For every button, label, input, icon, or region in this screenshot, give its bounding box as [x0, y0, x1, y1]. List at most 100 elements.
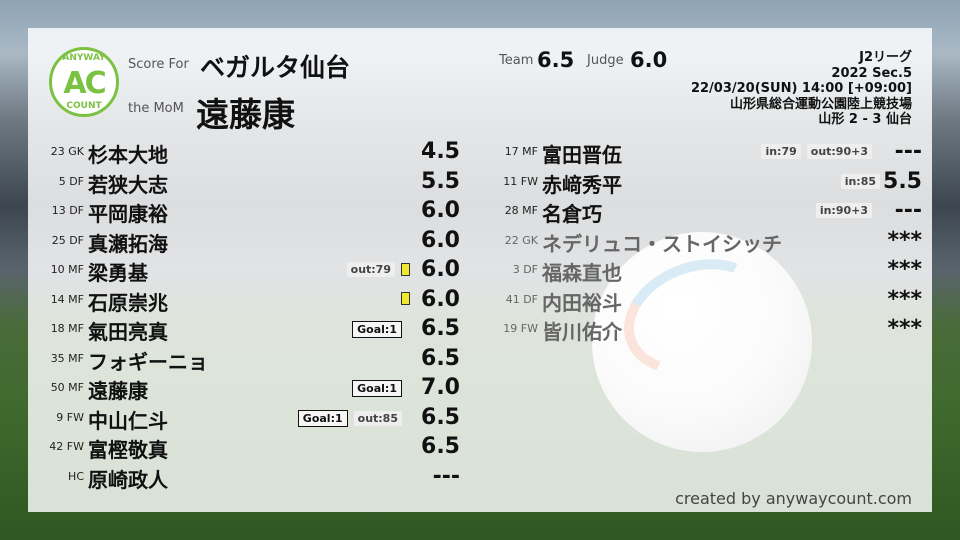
player-score: ---: [894, 139, 922, 164]
player-number-position: 22 GK: [504, 233, 538, 247]
player-name: 福森直也: [542, 261, 622, 285]
player-row: 9 FW 中山仁斗 Goal:1 out:85 6.5: [28, 404, 460, 433]
player-row: 50 MF 遠藤康 Goal:1 7.0: [28, 374, 460, 403]
player-tags: Goal:1 out:85: [297, 409, 402, 427]
player-row: 22 GK ネデリュコ・ストイシッチ ***: [482, 227, 922, 256]
player-row: 10 MF 梁勇基 out:79 6.0: [28, 256, 460, 285]
player-row: 25 DF 真瀬拓海 6.0: [28, 227, 460, 256]
player-name: 赤﨑秀平: [542, 172, 622, 197]
player-number-position: 10 MF: [50, 263, 84, 276]
player-tags: [401, 291, 410, 305]
player-number-position: 50 MF: [50, 381, 84, 394]
credit: created by anywaycount.com: [675, 489, 912, 508]
player-name: 富樫敬真: [88, 438, 168, 462]
player-row: 28 MF 名倉巧 in:90+3 ---: [482, 197, 922, 226]
player-number-position: 41 DF: [505, 292, 538, 306]
player-number-position: 14 MF: [50, 292, 84, 306]
player-name: 梁勇基: [88, 261, 148, 285]
goal-badge: Goal:1: [352, 321, 402, 338]
player-score: ---: [432, 463, 460, 489]
player-tags: in:79 out:90+3: [761, 144, 872, 159]
player-tags: out:79: [346, 262, 410, 277]
player-number-position: HC: [68, 469, 84, 483]
player-name: 遠藤康: [88, 379, 148, 403]
league: J2リーグ: [859, 50, 912, 65]
player-number-position: 13 DF: [51, 204, 84, 217]
player-number-position: 35 MF: [50, 351, 84, 365]
player-number-position: 3 DF: [512, 263, 538, 276]
player-name: 名倉巧: [542, 202, 602, 226]
player-row: 23 GK 杉本大地 4.5: [28, 138, 460, 167]
player-number-position: 28 MF: [504, 204, 538, 217]
player-score: 6.5: [421, 316, 460, 341]
player-score: 6.0: [421, 257, 460, 282]
anywaycount-logo: ANYWAY AC COUNT: [49, 47, 119, 117]
player-row: 14 MF 石原崇兆 6.0: [28, 286, 460, 315]
team-score: 6.5: [537, 48, 575, 72]
player-number-position: 17 MF: [504, 145, 538, 158]
player-tags: Goal:1: [352, 380, 402, 397]
player-number-position: 25 DF: [51, 233, 84, 247]
player-score: 6.5: [421, 345, 460, 371]
player-number-position: 23 GK: [50, 145, 84, 158]
datetime: 22/03/20(SUN) 14:00 [+09:00]: [690, 81, 912, 96]
score-panel: [28, 28, 932, 512]
mom-label: the MoM: [128, 101, 184, 116]
player-number-position: 9 FW: [56, 410, 84, 424]
player-tags: Goal:1: [352, 321, 402, 338]
player-score: 6.0: [421, 227, 460, 253]
player-score: 6.0: [421, 286, 460, 312]
score-for-label: Score For: [128, 57, 189, 72]
substitution-badge: out:85: [353, 410, 402, 426]
team-name: ベガルタ仙台: [200, 53, 351, 82]
section: 2022 Sec.5: [831, 65, 912, 81]
player-number-position: 42 FW: [49, 440, 84, 453]
team-score-label: Team: [499, 53, 534, 68]
player-row: 5 DF 若狭大志 5.5: [28, 168, 460, 197]
player-name: 杉本大地: [88, 143, 168, 167]
judge-score-label: Judge: [587, 53, 624, 68]
player-score: ***: [887, 316, 922, 341]
player-row: 11 FW 赤﨑秀平 in:85 5.5: [482, 168, 922, 197]
player-score: 6.0: [421, 198, 460, 223]
player-row: 42 FW 富樫敬真 6.5: [28, 433, 460, 462]
judge-score: 6.0: [630, 48, 668, 72]
player-name: 真瀬拓海: [88, 231, 168, 256]
player-score: 4.5: [421, 139, 460, 164]
player-tags: in:85: [840, 173, 880, 189]
player-name: 若狭大志: [88, 172, 168, 197]
player-row: 19 FW 皆川佑介 ***: [482, 315, 922, 344]
player-score: ---: [894, 198, 922, 223]
player-row: 3 DF 福森直也 ***: [482, 256, 922, 285]
player-row: HC 原崎政人 ---: [28, 463, 460, 492]
player-score: 7.0: [421, 375, 460, 400]
player-name: 氣田亮真: [88, 320, 168, 344]
player-tags: in:90+3: [815, 203, 872, 218]
substitution-badge: in:90+3: [815, 203, 872, 218]
result: 山形 2 - 3 仙台: [818, 112, 912, 127]
player-name: 石原崇兆: [88, 290, 168, 315]
player-name: 富田晋伍: [542, 143, 622, 167]
player-score: 5.5: [883, 168, 922, 194]
player-row: 13 DF 平岡康裕 6.0: [28, 197, 460, 226]
goal-badge: Goal:1: [352, 380, 402, 397]
player-number-position: 11 FW: [503, 174, 538, 188]
logo-mid-text: AC: [63, 66, 106, 101]
player-row: 18 MF 氣田亮真 Goal:1 6.5: [28, 315, 460, 344]
substitution-badge: in:79: [761, 144, 801, 159]
player-score: 6.5: [421, 404, 460, 430]
match-info: J2リーグ 2022 Sec.5 22/03/20(SUN) 14:00 [+0…: [691, 50, 912, 128]
yellow-card-icon: [401, 263, 410, 276]
player-name: 原崎政人: [88, 467, 168, 492]
player-score: ***: [887, 286, 922, 312]
player-name: 中山仁斗: [88, 408, 168, 433]
player-number-position: 19 FW: [503, 322, 538, 335]
player-name: 内田裕斗: [542, 290, 622, 315]
player-score: 5.5: [421, 168, 460, 194]
player-score: ***: [887, 227, 922, 253]
player-name: ネデリュコ・ストイシッチ: [542, 231, 782, 256]
yellow-card-icon: [401, 291, 410, 305]
player-score: ***: [887, 257, 922, 282]
player-name: 皆川佑介: [542, 320, 622, 344]
goal-badge: Goal:1: [297, 409, 348, 427]
